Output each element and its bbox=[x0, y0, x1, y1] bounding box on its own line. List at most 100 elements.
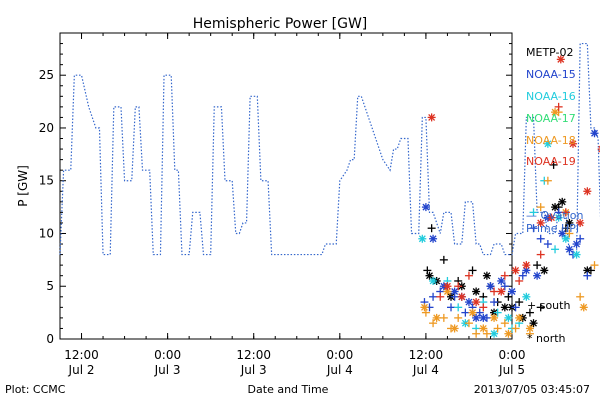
noaa-18-north-marker bbox=[432, 313, 441, 322]
x-tick-date: Jul 3 bbox=[240, 363, 267, 377]
legend-prime-hpi: Prime HPI bbox=[526, 222, 579, 235]
noaa-15-north-marker bbox=[486, 282, 495, 291]
noaa-18-north-marker bbox=[490, 313, 499, 322]
noaa-15-north-marker bbox=[533, 271, 542, 280]
metp-02-north-marker bbox=[472, 287, 481, 296]
x-tick-time: 12:00 bbox=[409, 348, 444, 362]
noaa-19-south-marker bbox=[561, 208, 570, 217]
noaa-15-south-marker bbox=[543, 240, 552, 249]
x-tick-date: Jul 3 bbox=[154, 363, 181, 377]
legend: METP-02 NOAA-15 NOAA-16 NOAA-17 NOAA-18 … bbox=[526, 46, 584, 345]
noaa-19-south-marker bbox=[479, 303, 488, 312]
noaa-19-north-marker bbox=[497, 287, 506, 296]
metp-02-north-marker bbox=[565, 218, 574, 227]
noaa-16-north-marker bbox=[561, 234, 570, 243]
noaa-19-north-marker bbox=[427, 113, 436, 122]
noaa-18-south-marker bbox=[439, 313, 448, 322]
noaa-15-south-marker bbox=[511, 303, 520, 312]
noaa-18-south-marker bbox=[464, 319, 473, 328]
noaa-18-south-marker bbox=[500, 319, 509, 328]
metp-02-south-marker bbox=[439, 255, 448, 264]
x-tick-date: Jul 4 bbox=[412, 363, 439, 377]
noaa-18-south-marker bbox=[429, 319, 438, 328]
legend-noaa-19: NOAA-19 bbox=[526, 155, 576, 168]
noaa-19-south-marker bbox=[490, 287, 499, 296]
noaa-16-north-marker bbox=[522, 292, 531, 301]
legend-noaa-16: NOAA-16 bbox=[526, 90, 576, 103]
x-tick-date: Jul 5 bbox=[498, 363, 525, 377]
metp-02-north-marker bbox=[500, 303, 509, 312]
noaa-15-south-marker bbox=[447, 303, 456, 312]
x-tick-time: 0:00 bbox=[154, 348, 181, 362]
metp-02-south-marker bbox=[525, 308, 534, 317]
noaa-15-north-marker bbox=[590, 129, 599, 138]
noaa-15-north-marker bbox=[508, 287, 516, 296]
y-axis-ticks: 0 5 10 15 20 25 bbox=[39, 43, 512, 346]
noaa-18-south-marker bbox=[543, 176, 552, 185]
noaa-15-north-marker bbox=[450, 287, 459, 296]
x-tick-time: 0:00 bbox=[326, 348, 353, 362]
noaa-15-south-marker bbox=[536, 234, 545, 243]
chart-title: Hemispheric Power [GW] bbox=[193, 16, 368, 32]
noaa-18-south-marker bbox=[536, 203, 545, 212]
metp-02-south-marker bbox=[549, 160, 558, 169]
metp-02-south-marker bbox=[561, 224, 570, 233]
noaa-18-north-marker bbox=[504, 329, 513, 338]
legend-south: + south bbox=[527, 299, 570, 312]
noaa-16-south-marker bbox=[454, 303, 463, 312]
metp-02-south-marker bbox=[427, 224, 436, 233]
legend-metp-02: METP-02 bbox=[526, 46, 574, 59]
noaa-19-north-marker bbox=[522, 261, 531, 270]
noaa-16-south-marker bbox=[551, 245, 560, 254]
metp-02-north-marker bbox=[551, 203, 560, 212]
metp-02-south-marker bbox=[533, 261, 542, 270]
noaa-15-south-marker bbox=[490, 298, 499, 307]
noaa-18-south-marker bbox=[454, 313, 463, 322]
noaa-19-north-marker bbox=[536, 218, 545, 227]
noaa-19-south-marker bbox=[500, 271, 509, 280]
noaa-16-north-marker bbox=[429, 276, 438, 285]
noaa-18-north-marker bbox=[450, 324, 459, 333]
noaa-15-south-marker bbox=[529, 224, 538, 233]
y-tick-label: 0 bbox=[46, 332, 54, 346]
noaa-18-south-marker bbox=[421, 308, 430, 317]
y-tick-label: 10 bbox=[39, 226, 54, 240]
noaa-16-north-marker bbox=[554, 213, 563, 222]
noaa-19-north-marker bbox=[457, 292, 466, 301]
ovation-prime-hpi-line bbox=[59, 42, 600, 256]
noaa-16-north-marker bbox=[572, 250, 581, 259]
noaa-18-north-marker bbox=[551, 108, 560, 117]
noaa-15-south-marker bbox=[461, 308, 470, 317]
metp-02-south-marker bbox=[504, 292, 513, 301]
legend-noaa-15: NOAA-15 bbox=[526, 68, 576, 81]
noaa-19-south-marker bbox=[515, 276, 524, 285]
noaa-18-north-marker bbox=[525, 324, 534, 333]
footer-timestamp: 2013/07/05 03:45:07 bbox=[474, 383, 590, 396]
noaa-19-north-marker bbox=[443, 282, 452, 291]
noaa-19-north-marker bbox=[547, 213, 556, 222]
noaa-15-north-marker bbox=[464, 298, 473, 307]
noaa-16-north-marker bbox=[543, 139, 552, 148]
legend-noaa-17: NOAA-17 bbox=[526, 112, 576, 125]
footer-plot-credit: Plot: CCMC bbox=[5, 383, 66, 396]
noaa-18-north-marker bbox=[515, 313, 524, 322]
noaa-15-south-marker bbox=[576, 234, 585, 243]
noaa-18-south-marker bbox=[565, 229, 574, 238]
metp-02-north-marker bbox=[558, 197, 567, 206]
metp-02-north-marker bbox=[529, 319, 538, 328]
noaa-19-north-marker bbox=[568, 139, 577, 148]
x-tick-time: 12:00 bbox=[236, 348, 271, 362]
noaa-15-north-marker bbox=[472, 313, 481, 322]
noaa-18-south-marker bbox=[576, 292, 585, 301]
x-tick-date: Jul 4 bbox=[326, 363, 353, 377]
plot-frame bbox=[59, 32, 513, 340]
metp-02-north-marker bbox=[425, 271, 434, 280]
metp-02-south-marker bbox=[536, 303, 545, 312]
x-tick-date: Jul 2 bbox=[68, 363, 95, 377]
noaa-15-south-marker bbox=[583, 271, 592, 280]
noaa-18-south-marker bbox=[590, 261, 599, 270]
noaa-16-north-marker bbox=[490, 329, 499, 338]
